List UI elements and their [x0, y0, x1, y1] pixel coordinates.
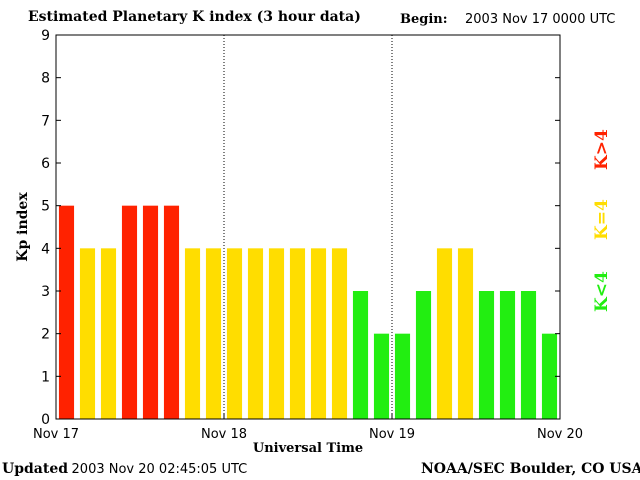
kp-bar: [289, 248, 306, 419]
y-tick-label: 2: [41, 327, 50, 343]
kp-bar: [436, 248, 453, 419]
y-tick-label: 6: [41, 156, 50, 172]
kp-bar: [100, 248, 117, 419]
x-tick-label: Nov 19: [369, 427, 415, 442]
legend-high: K>4: [592, 129, 612, 170]
kp-bar: [247, 248, 264, 419]
kp-bar: [331, 248, 348, 419]
x-tick-label: Nov 17: [33, 427, 79, 442]
kp-bar: [121, 205, 138, 419]
y-tick-label: 8: [41, 71, 50, 87]
kp-bar: [268, 248, 285, 419]
bars-group: [58, 205, 558, 419]
kp-bar: [310, 248, 327, 419]
kp-bar: [142, 205, 159, 419]
kp-bar: [352, 291, 369, 419]
y-axis-label: Kp index: [15, 192, 31, 262]
kp-bar: [58, 205, 75, 419]
y-tick-label: 5: [41, 199, 50, 215]
y-tick-label: 9: [41, 28, 50, 44]
legend-low: K<4: [592, 271, 612, 312]
credit-text: NOAA/SEC Boulder, CO USA: [421, 461, 640, 477]
plot-frame: [55, 34, 561, 420]
chart-title: Estimated Planetary K index (3 hour data…: [28, 9, 361, 25]
x-tick-group: Nov 17 Nov 18 Nov 19 Nov 20: [33, 413, 583, 442]
y-tick-label: 0: [41, 412, 50, 428]
legend-equal: K=4: [592, 199, 612, 240]
kp-bar: [373, 333, 390, 419]
updated-line: Updated 2003 Nov 20 02:45:05 UTC: [2, 461, 247, 478]
begin-value: 2003 Nov 17 0000 UTC: [465, 12, 616, 27]
kp-bar: [457, 248, 474, 419]
kp-bar: [226, 248, 243, 419]
kp-bar: [205, 248, 222, 419]
updated-label: Updated: [2, 461, 69, 477]
y-tick-label: 7: [41, 113, 50, 129]
x-axis-label: Universal Time: [253, 441, 363, 456]
y-tick-group: 0 1 2 3 4 5 6 7 8 9: [41, 28, 560, 428]
y-tick-label: 4: [41, 241, 50, 257]
y-tick-label: 3: [41, 284, 50, 300]
kp-bar: [541, 333, 558, 419]
grid-group: [223, 35, 393, 419]
updated-value: 2003 Nov 20 02:45:05 UTC: [71, 462, 248, 477]
kp-bar: [184, 248, 201, 419]
y-tick-label: 1: [41, 369, 50, 385]
kp-bar: [478, 291, 495, 419]
begin-label: Begin:: [400, 12, 448, 27]
kp-bar: [79, 248, 96, 419]
kp-bar: [499, 291, 516, 419]
kp-bar: [394, 333, 411, 419]
kp-bar: [415, 291, 432, 419]
x-tick-label: Nov 18: [201, 427, 247, 442]
kp-bar: [520, 291, 537, 419]
kp-bar: [163, 205, 180, 419]
x-tick-label: Nov 20: [537, 427, 583, 442]
